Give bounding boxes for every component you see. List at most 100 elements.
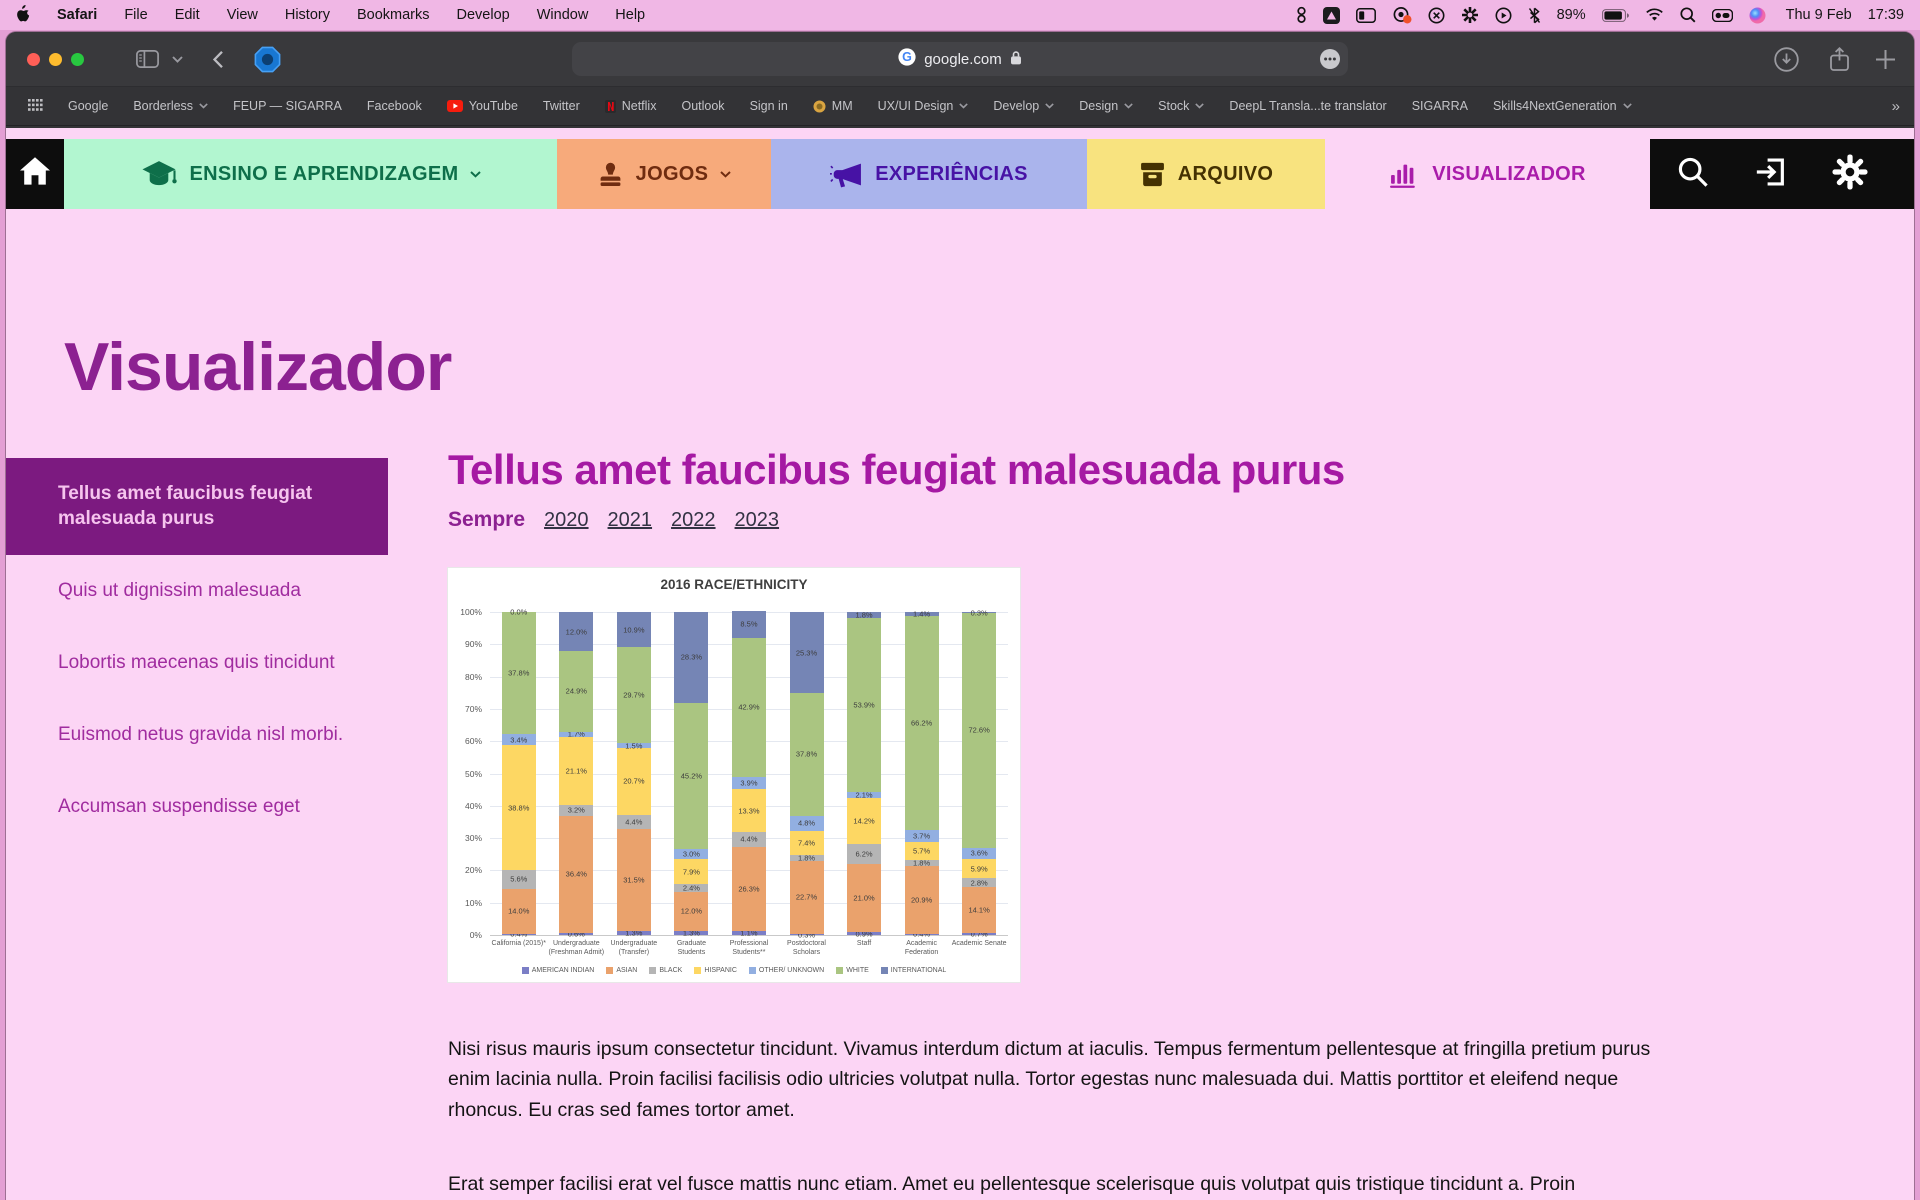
filter-year-link[interactable]: 2021 <box>607 509 653 531</box>
battery-icon[interactable] <box>1601 8 1629 22</box>
bookmark-label: FEUP — SIGARRA <box>233 99 342 113</box>
bookmark-label: DeepL Transla...te translator <box>1229 99 1387 113</box>
x-axis-category-label: Academic Federation <box>904 940 939 957</box>
nav-tab-jogos[interactable]: JOGOS <box>557 139 771 209</box>
chart-segment: 2.1% <box>847 791 882 800</box>
circle-x-status-icon[interactable] <box>1428 7 1445 24</box>
nav-tab-ensino-e-aprendizagem[interactable]: ENSINO E APRENDIZAGEM <box>64 139 557 209</box>
bookmark-item[interactable]: SIGARRA <box>1412 99 1468 113</box>
filter-label[interactable]: Sempre <box>448 508 526 531</box>
segment-value-label: 25.3% <box>795 648 818 658</box>
x-axis-category-label: Professional Students** <box>729 940 769 957</box>
back-button[interactable] <box>208 32 228 86</box>
menu-time[interactable]: 17:39 <box>1867 7 1904 23</box>
bookmark-item[interactable]: Develop <box>993 99 1054 113</box>
screen-record-status-icon[interactable] <box>1392 6 1412 24</box>
segment-value-label: 20.9% <box>910 895 933 905</box>
burst-status-icon[interactable] <box>1461 6 1479 24</box>
bookmark-item[interactable]: MM <box>813 99 853 113</box>
menu-item-develop[interactable]: Develop <box>456 7 510 23</box>
favorites-grid-icon[interactable] <box>28 98 43 114</box>
chart-segment: 0.3% <box>789 930 824 939</box>
bookmark-item[interactable]: Twitter <box>543 99 580 113</box>
window-tiling-icon[interactable] <box>1355 7 1376 23</box>
nav-tab-experi-ncias[interactable]: EXPERIÊNCIAS <box>771 139 1087 209</box>
segment-value-label: 3.0% <box>682 849 700 859</box>
clip-status-icon[interactable] <box>1296 6 1307 24</box>
bookmark-item[interactable]: Borderless <box>133 99 208 113</box>
site-settings-gear-icon[interactable] <box>1832 153 1868 195</box>
share-icon[interactable] <box>1824 32 1854 86</box>
filter-year-link[interactable]: 2022 <box>671 509 716 531</box>
chart-segment: 2.8% <box>962 878 997 888</box>
menu-item-bookmarks[interactable]: Bookmarks <box>356 7 430 23</box>
menu-item-file[interactable]: File <box>124 7 148 23</box>
menu-date[interactable]: Thu 9 Feb <box>1785 7 1852 23</box>
bookmark-item[interactable]: Stock <box>1158 99 1205 113</box>
youtube-icon <box>446 100 463 112</box>
bookmark-item[interactable]: FEUP — SIGARRA <box>233 99 342 113</box>
bookmark-item[interactable]: YouTube <box>446 99 518 113</box>
chart-segment: 20.7% <box>616 748 651 815</box>
site-search-icon[interactable] <box>1676 155 1710 194</box>
nav-tab-arquivo[interactable]: ARQUIVO <box>1087 139 1325 209</box>
sidebar-item[interactable]: Lobortis maecenas quis tincidunt <box>58 651 335 673</box>
filter-year-link[interactable]: 2020 <box>544 509 589 531</box>
sidebar-item[interactable]: Tellus amet faucibus feugiat malesuada p… <box>6 458 388 555</box>
y-axis-tick-label: 0% <box>469 930 482 940</box>
chart-segment: 4.8% <box>789 815 824 832</box>
bookmark-item[interactable]: Facebook <box>367 99 422 113</box>
menu-item-edit[interactable]: Edit <box>174 7 200 23</box>
spotlight-icon[interactable] <box>1680 7 1696 23</box>
adblock-extension-icon[interactable] <box>252 32 282 86</box>
nav-tab-visualizador[interactable]: VISUALIZADOR <box>1325 139 1650 209</box>
filter-year-link[interactable]: 2023 <box>734 509 780 531</box>
address-bar[interactable]: G google.com <box>572 42 1348 76</box>
bookmarks-overflow-chevron[interactable]: » <box>1891 97 1900 115</box>
page-settings-icon[interactable] <box>1319 48 1341 74</box>
bookmark-item[interactable]: Google <box>68 99 108 113</box>
wifi-icon[interactable] <box>1645 8 1664 22</box>
close-window-button[interactable] <box>27 53 40 66</box>
downloads-icon[interactable] <box>1771 32 1801 86</box>
new-tab-icon[interactable] <box>1870 32 1900 86</box>
chart-segment: 3.9% <box>731 776 766 790</box>
sidebar-toggle-icon[interactable] <box>132 32 162 86</box>
chart-gridline <box>490 935 1008 936</box>
bookmark-item[interactable]: UX/UI Design <box>878 99 969 113</box>
siri-icon[interactable] <box>1749 7 1766 24</box>
app-status-icon[interactable] <box>1322 6 1340 24</box>
menu-item-history[interactable]: History <box>284 7 330 23</box>
chart-segment: 31.5% <box>616 829 651 931</box>
bookmark-item[interactable]: Netflix <box>604 99 656 113</box>
bookmark-item[interactable]: Design <box>1079 99 1133 113</box>
bookmark-item[interactable]: DeepL Transla...te translator <box>1229 99 1386 113</box>
menu-item-view[interactable]: View <box>226 7 258 23</box>
y-axis-tick-label: 60% <box>464 736 482 747</box>
play-status-icon[interactable] <box>1495 7 1512 24</box>
control-center-icon[interactable] <box>1711 8 1733 22</box>
apple-menu-icon[interactable] <box>16 4 30 26</box>
menu-item-safari[interactable]: Safari <box>57 7 98 23</box>
bookmark-label: Skills4NextGeneration <box>1492 99 1617 113</box>
sidebar-item[interactable]: Accumsan suspendisse eget <box>58 795 300 817</box>
bookmark-item[interactable]: Sign in <box>750 99 788 113</box>
sidebar-item[interactable]: Euismod netus gravida nisl morbi. <box>58 723 344 745</box>
minimize-window-button[interactable] <box>49 53 62 66</box>
home-button[interactable] <box>6 139 64 209</box>
bookmark-label: Google <box>68 99 109 113</box>
chart-segment: 42.9% <box>731 638 766 777</box>
bookmark-item[interactable]: Outlook <box>681 99 724 113</box>
site-login-icon[interactable] <box>1754 155 1788 194</box>
sidebar-item[interactable]: Quis ut dignissim malesuada <box>58 579 301 601</box>
sidebar-chevron-icon[interactable] <box>169 32 185 86</box>
menu-item-window[interactable]: Window <box>536 7 589 23</box>
zoom-window-button[interactable] <box>71 53 84 66</box>
chart-segment: 3.6% <box>962 847 997 860</box>
chart-title: 2016 RACE/ETHNICITY <box>660 577 808 592</box>
menu-item-help[interactable]: Help <box>615 7 646 23</box>
chevron-down-icon <box>1124 103 1133 109</box>
bookmark-item[interactable]: Skills4NextGeneration <box>1493 99 1632 113</box>
bookmark-label: Facebook <box>366 99 422 113</box>
bluetooth-off-icon[interactable] <box>1528 7 1541 24</box>
